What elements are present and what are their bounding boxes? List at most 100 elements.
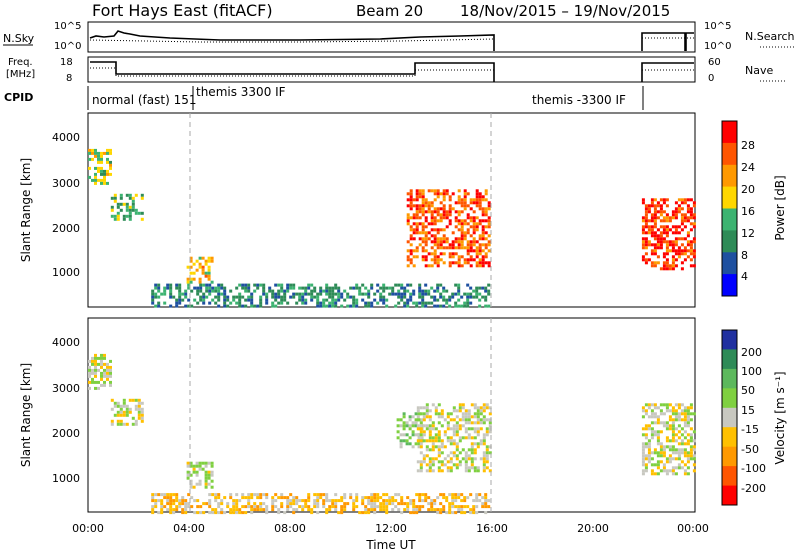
echo-cell [668, 228, 672, 232]
echo-cell [88, 371, 91, 375]
echo-cell [656, 415, 660, 419]
echo-cell [247, 496, 251, 500]
echo-cell [683, 451, 687, 455]
echo-cell [488, 406, 492, 410]
echo-cell [418, 207, 422, 211]
echo-cell [467, 409, 471, 413]
echo-cell [680, 427, 684, 431]
echo-cell [274, 505, 278, 509]
echo-cell [668, 264, 672, 268]
echo-cell [352, 286, 356, 290]
echo-cell [265, 292, 269, 296]
echo-cell [154, 286, 158, 290]
echo-cell [217, 286, 221, 290]
echo-cell [475, 264, 479, 268]
echo-cell [455, 466, 459, 470]
echo-cell [91, 157, 94, 161]
echo-cell [469, 511, 473, 515]
echo-cell [455, 457, 459, 461]
echo-cell [484, 231, 488, 235]
echo-cell [422, 454, 426, 458]
echo-cell [485, 448, 489, 452]
echo-cell [446, 421, 450, 425]
echo-cell [355, 499, 359, 503]
echo-cell [424, 289, 428, 293]
echo-cell [481, 237, 485, 241]
echo-cell [192, 467, 196, 471]
echo-cell [644, 204, 648, 208]
echo-cell [448, 298, 452, 302]
echo-cell [295, 292, 299, 296]
echo-cell [247, 286, 251, 290]
echo-cell [399, 439, 403, 443]
echo-cell [479, 409, 483, 413]
echo-cell [259, 508, 263, 512]
echo-cell [677, 246, 681, 250]
echo-cell [316, 292, 320, 296]
echo-cell [247, 493, 251, 497]
echo-cell [482, 406, 486, 410]
echo-cell [134, 193, 138, 197]
echo-cell [181, 292, 185, 296]
echo-cell [662, 448, 666, 452]
echo-cell [232, 502, 236, 506]
echo-cell [472, 243, 476, 247]
echo-cell [187, 493, 191, 497]
echo-cell [313, 289, 317, 293]
echo-cell [478, 207, 482, 211]
echo-cell [466, 231, 470, 235]
echo-cell [408, 436, 412, 440]
echo-cell [157, 493, 161, 497]
cpid-mode-2: themis 3300 IF [196, 85, 286, 99]
echo-cell [653, 415, 657, 419]
echo-cell [466, 243, 470, 247]
echo-cell [653, 264, 657, 268]
echo-cell [223, 511, 227, 515]
echo-cell [436, 511, 440, 515]
echo-cell [469, 255, 473, 259]
echo-cell [424, 225, 428, 229]
echo-cell [650, 213, 654, 217]
echo-cell [217, 298, 221, 302]
echo-cell [103, 368, 106, 372]
echo-cell [686, 460, 690, 464]
echo-cell [641, 469, 645, 473]
echo-cell [656, 210, 660, 214]
echo-cell [442, 289, 446, 293]
echo-cell [653, 222, 657, 226]
echo-cell [235, 295, 239, 299]
nave-tick-lo: 0 [708, 73, 714, 84]
echo-cell [186, 476, 190, 480]
echo-cell [656, 406, 660, 410]
echo-cell [461, 406, 465, 410]
echo-cell [475, 240, 479, 244]
echo-cell [469, 286, 473, 290]
echo-cell [454, 210, 458, 214]
echo-cell [304, 289, 308, 293]
echo-cell [210, 485, 214, 489]
echo-cell [415, 207, 419, 211]
echo-cell [408, 415, 412, 419]
colorbar-swatch [722, 121, 737, 144]
freq-tick-lo: 8 [66, 73, 72, 84]
echo-cell [172, 295, 176, 299]
echo-cell [406, 213, 410, 217]
echo-cell [406, 508, 410, 512]
velocity-panel: Slant Range [km] 1000 2000 3000 4000 [19, 317, 696, 515]
echo-cell [692, 430, 696, 434]
echo-cell [178, 298, 182, 302]
echo-cell [418, 286, 422, 290]
echo-cell [396, 418, 400, 422]
echo-cell [207, 268, 211, 272]
echo-cell [653, 463, 657, 467]
echo-cell [665, 403, 669, 407]
echo-cell [217, 304, 221, 308]
echo-cell [671, 240, 675, 244]
echo-cell [417, 445, 421, 449]
echo-cell [641, 201, 645, 205]
echo-cell [482, 451, 486, 455]
echo-cell [445, 246, 449, 250]
echo-cell [220, 502, 224, 506]
echo-cell [409, 195, 413, 199]
echo-cell [475, 249, 479, 253]
